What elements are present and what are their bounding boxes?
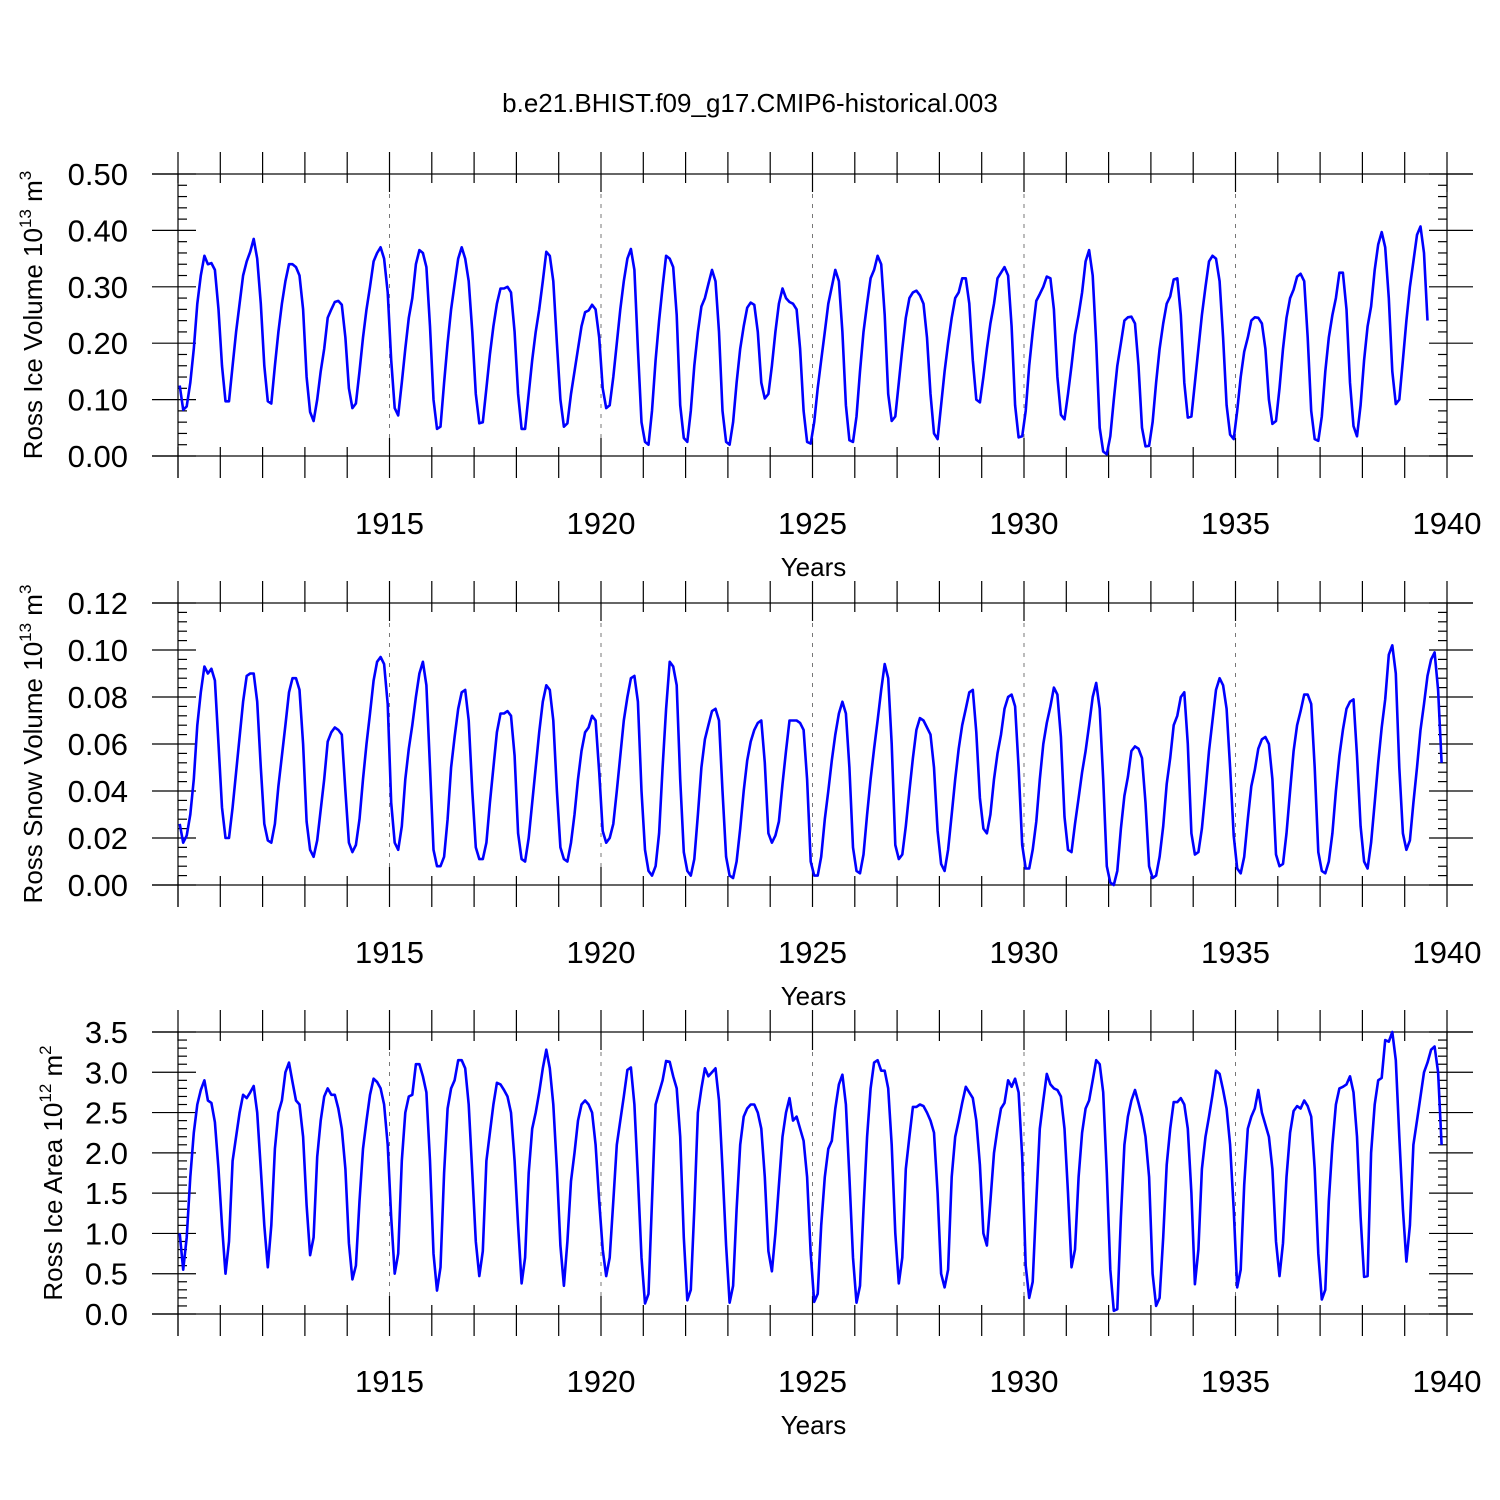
xtick-label: 1920 [567, 935, 636, 970]
ytick-label: 3.0 [85, 1055, 128, 1090]
ross-ice-volume-series-line [178, 225, 1429, 456]
y-axis-label: Ross Snow Volume 1013 m3 [16, 585, 48, 904]
ytick-label: 2.0 [85, 1136, 128, 1171]
ytick-label: 0.5 [85, 1257, 128, 1292]
ytick-label: 1.5 [85, 1176, 128, 1211]
xtick-label: 1940 [1413, 506, 1482, 541]
ross-snow-volume-panel: 0.00 0.02 0.04 0.06 0.08 0.10 0.12 1915 1920 1925… [16, 581, 1481, 1011]
ytick-label: 0.20 [68, 326, 128, 361]
y-axis-label: Ross Ice Area 1012 m2 [36, 1045, 68, 1300]
x-axis-label: Years [781, 1410, 847, 1440]
xtick-label: 1915 [355, 506, 424, 541]
xtick-label: 1940 [1413, 935, 1482, 970]
ytick-label: 0.04 [68, 774, 128, 809]
xtick-label: 1915 [355, 1364, 424, 1399]
ytick-label: 0.50 [68, 157, 128, 192]
figure-title: b.e21.BHIST.f09_g17.CMIP6-historical.003 [502, 88, 998, 118]
ytick-label: 0.12 [68, 586, 128, 621]
x-axis-label: Years [781, 552, 847, 582]
ytick-label: 0.0 [85, 1297, 128, 1332]
x-axis-label: Years [781, 981, 847, 1011]
ytick-label: 1.0 [85, 1216, 128, 1251]
xtick-label: 1920 [567, 1364, 636, 1399]
y-axis-label: Ross Ice Volume 1013 m3 [16, 171, 48, 460]
panels-group: 0.00 0.10 0.20 0.30 0.40 0.50 1915 1920 1925 1930… [16, 152, 1481, 1440]
ross-ice-volume-panel: 0.00 0.10 0.20 0.30 0.40 0.50 1915 1920 1925 1930… [16, 152, 1481, 582]
ytick-label: 0.30 [68, 270, 128, 305]
xtick-label: 1925 [778, 935, 847, 970]
ytick-label: 0.10 [68, 383, 128, 418]
xtick-label: 1915 [355, 935, 424, 970]
ytick-label: 0.08 [68, 680, 128, 715]
xtick-label: 1920 [567, 506, 636, 541]
xtick-label: 1930 [990, 506, 1059, 541]
xtick-label: 1935 [1201, 506, 1270, 541]
ytick-label: 0.00 [68, 439, 128, 474]
ytick-label: 0.40 [68, 213, 128, 248]
xtick-label: 1940 [1413, 1364, 1482, 1399]
ross-ice-area-series-line [178, 1030, 1443, 1313]
ytick-label: 0.10 [68, 633, 128, 668]
ross-snow-volume-series-line [178, 643, 1443, 887]
xtick-label: 1930 [990, 1364, 1059, 1399]
xtick-label: 1930 [990, 935, 1059, 970]
xtick-label: 1925 [778, 506, 847, 541]
ytick-label: 0.00 [68, 868, 128, 903]
ytick-label: 0.06 [68, 727, 128, 762]
ytick-label: 0.02 [68, 821, 128, 856]
ytick-label: 3.5 [85, 1015, 128, 1050]
xtick-label: 1935 [1201, 1364, 1270, 1399]
ross-ice-area-panel: 0.0 0.5 1.0 1.5 2.0 2.5 3.0 3.5 1915 1920 1925 1930… [36, 1010, 1481, 1440]
xtick-label: 1935 [1201, 935, 1270, 970]
ytick-label: 2.5 [85, 1096, 128, 1131]
xtick-label: 1925 [778, 1364, 847, 1399]
